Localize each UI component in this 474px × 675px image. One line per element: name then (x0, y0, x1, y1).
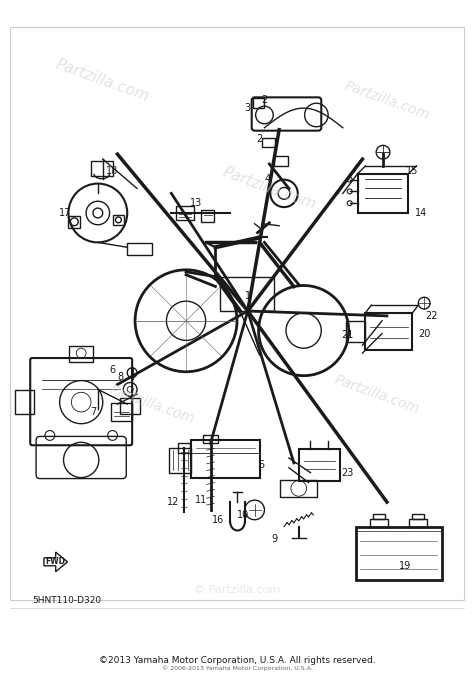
Text: 12: 12 (167, 497, 180, 507)
Text: 18: 18 (107, 166, 118, 176)
Text: Partzilla.com: Partzilla.com (54, 57, 152, 105)
Text: ©2013 Yamaha Motor Corporation, U.S.A. All rights reserved.: ©2013 Yamaha Motor Corporation, U.S.A. A… (99, 655, 375, 665)
Text: 15: 15 (406, 166, 419, 176)
Bar (253, 99, 264, 108)
Text: 5HNT110-D320: 5HNT110-D320 (32, 595, 101, 605)
Text: 2: 2 (256, 134, 263, 144)
Bar (299, 449, 340, 481)
Bar (220, 277, 274, 311)
Bar (370, 519, 388, 526)
Bar (357, 173, 409, 213)
Text: 16: 16 (212, 515, 225, 524)
Bar (112, 215, 124, 225)
Bar (356, 526, 442, 580)
Bar (110, 403, 132, 421)
Text: 5: 5 (258, 460, 264, 470)
Bar (201, 210, 214, 222)
Bar (120, 398, 140, 414)
Text: 1: 1 (245, 292, 251, 301)
Bar (410, 519, 427, 526)
Text: 23: 23 (342, 468, 354, 478)
Text: 17: 17 (59, 208, 72, 218)
Text: Partzilla.com: Partzilla.com (343, 78, 431, 122)
Bar (274, 156, 288, 166)
Bar (69, 346, 93, 362)
Bar (280, 479, 318, 497)
Text: 7: 7 (90, 407, 96, 417)
Text: 13: 13 (190, 198, 202, 208)
Bar (176, 206, 194, 220)
Text: Partzilla.com: Partzilla.com (107, 382, 196, 426)
Bar (15, 390, 34, 414)
Bar (262, 138, 275, 147)
Text: 11: 11 (195, 495, 207, 505)
Text: 22: 22 (425, 311, 438, 321)
Bar (169, 448, 191, 472)
Bar (91, 161, 112, 176)
Text: 2: 2 (261, 95, 267, 105)
Text: 14: 14 (415, 208, 428, 218)
Text: 19: 19 (399, 561, 410, 571)
Bar (373, 514, 385, 519)
Text: 9: 9 (271, 535, 277, 544)
Text: FWD: FWD (46, 558, 66, 566)
Text: 6: 6 (109, 364, 116, 375)
Bar (412, 514, 424, 519)
Text: 10: 10 (237, 510, 249, 520)
Text: © Partzilla.com: © Partzilla.com (194, 585, 280, 595)
Text: 21: 21 (342, 331, 354, 340)
Bar (365, 313, 412, 350)
Text: 8: 8 (118, 372, 123, 381)
Text: Partzilla.com: Partzilla.com (333, 373, 421, 416)
Bar (68, 216, 80, 227)
Bar (127, 244, 152, 255)
Text: © 2006-2013 Yamaha Motor Corporation, U.S.A.: © 2006-2013 Yamaha Motor Corporation, U.… (162, 666, 312, 671)
Text: 20: 20 (418, 329, 430, 339)
Text: 3: 3 (245, 103, 251, 113)
Bar (191, 440, 260, 478)
Text: Partzilla.com: Partzilla.com (220, 165, 318, 213)
Text: 4: 4 (264, 173, 271, 184)
Bar (178, 443, 190, 453)
Bar (203, 435, 219, 443)
Bar (346, 321, 365, 342)
